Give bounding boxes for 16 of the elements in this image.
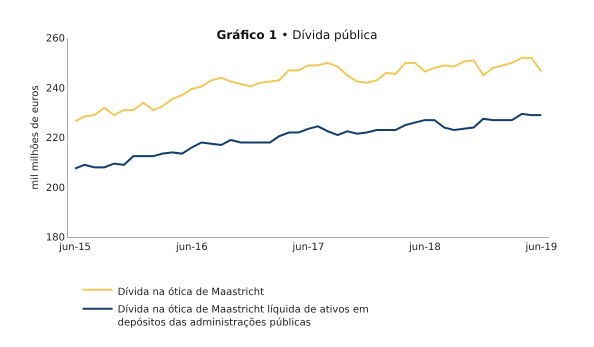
x-tick-label: jun-19 bbox=[524, 242, 558, 253]
x-tick-label: jun-18 bbox=[408, 242, 441, 253]
line-series bbox=[74, 56, 542, 122]
chart-title: Gráfico 1 • Dívida pública bbox=[216, 28, 378, 42]
legend-label: Dívida na ótica de Maastricht bbox=[118, 287, 264, 298]
x-tick-label: jun-17 bbox=[291, 242, 324, 253]
y-tick-label: 200 bbox=[46, 182, 65, 194]
x-tick-label: jun-15 bbox=[58, 242, 91, 253]
y-tick-label: 260 bbox=[46, 34, 65, 44]
y-axis-title: mil milhões de euros bbox=[30, 85, 41, 190]
line-series bbox=[74, 112, 542, 170]
y-tick-label: 240 bbox=[46, 83, 65, 94]
legend-label: Dívida na ótica de Maastricht líquida de ativos em depósitos das administrações públicas bbox=[118, 304, 369, 329]
y-tick-label: 180 bbox=[46, 232, 65, 244]
x-tick-label: jun-16 bbox=[174, 242, 208, 253]
y-tick-label: 220 bbox=[46, 133, 65, 144]
